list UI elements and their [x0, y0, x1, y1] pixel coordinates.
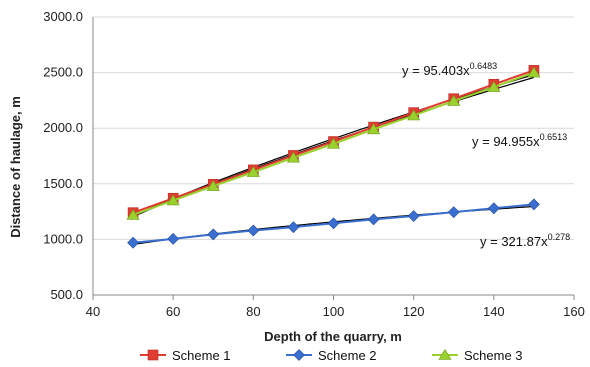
series-3-point-1	[166, 194, 180, 206]
series-3-point-6	[367, 123, 381, 135]
series-2-point-1	[167, 232, 180, 245]
trend-1-coef: 95.403	[423, 63, 463, 78]
y-axis-title: Distance of haulage, m	[8, 96, 23, 238]
series-3-point-2	[206, 179, 220, 191]
legend-label-3: Scheme 3	[464, 348, 523, 363]
trend-1-exp: 0.6483	[470, 61, 498, 71]
x-tick-label-6: 160	[563, 304, 585, 319]
legend-item-2: Scheme 2	[286, 348, 377, 363]
x-tick-label-0: 40	[86, 304, 100, 319]
legend-marker-3	[438, 348, 452, 360]
legend-marker-1	[147, 349, 159, 361]
axes	[92, 17, 575, 300]
grid-lines	[93, 16, 574, 240]
y-tick-label-3: 2000.0	[43, 120, 83, 135]
series-2-point-0	[127, 236, 140, 249]
trend-3-coef: 321.87	[501, 234, 541, 249]
x-tick-label-1: 60	[166, 304, 180, 319]
y-tick-label-1: 1000.0	[43, 231, 83, 246]
series-3	[126, 66, 541, 220]
series-2-point-10	[527, 198, 540, 211]
trend-equation-scheme-1: y = 95.403x0.6483	[402, 61, 497, 78]
y-tick-labels: 500.0 1000.0 1500.0 2000.0 2500.0 3000.0	[43, 9, 83, 302]
legend-label-1: Scheme 1	[172, 348, 231, 363]
series-3-point-0	[126, 208, 140, 220]
trend-2-coef: 94.955	[493, 134, 533, 149]
y-tick-label-4: 2500.0	[43, 65, 83, 80]
trend-equation-scheme-2: y = 321.87x0.278	[480, 232, 570, 249]
x-tick-label-5: 140	[483, 304, 505, 319]
series-3-point-4	[286, 151, 300, 163]
x-tick-label-4: 120	[403, 304, 425, 319]
series-2-point-6	[367, 213, 380, 226]
series-3-point-9	[487, 80, 501, 92]
trend-equation-scheme-3: y = 94.955x0.6513	[472, 132, 567, 149]
series-2-point-2	[207, 228, 220, 241]
legend-item-3: Scheme 3	[432, 348, 523, 363]
series-3-point-5	[326, 137, 341, 149]
y-tick-label-0: 500.0	[50, 287, 83, 302]
y-tick-label-2: 1500.0	[43, 176, 83, 191]
series-2	[127, 198, 540, 249]
series-2-point-3	[247, 224, 260, 237]
series-3-point-7	[407, 109, 421, 121]
data-series	[126, 65, 541, 249]
legend-marker-2	[293, 349, 305, 361]
series-2-point-7	[407, 210, 420, 222]
legend-label-2: Scheme 2	[318, 348, 377, 363]
series-2-point-8	[447, 206, 460, 219]
series-2-point-5	[327, 217, 340, 230]
series-3-point-8	[447, 94, 461, 106]
x-tick-label-2: 80	[246, 304, 260, 319]
x-tick-labels: 40 60 80 100 120 140 160	[86, 304, 585, 319]
trend-3-exp: 0.278	[548, 232, 571, 242]
x-axis-title: Depth of the quarry, m	[264, 329, 402, 344]
trend-2-exp: 0.6513	[540, 132, 568, 142]
series-2-point-9	[487, 202, 500, 215]
series-2-point-4	[287, 221, 300, 234]
legend-item-1: Scheme 1	[140, 348, 231, 363]
series-3-point-3	[246, 166, 260, 177]
y-tick-label-5: 3000.0	[43, 9, 83, 24]
series-3-point-10	[527, 66, 541, 78]
x-tick-label-3: 100	[323, 304, 345, 319]
legend: Scheme 1 Scheme 2 Scheme 3	[140, 348, 523, 363]
